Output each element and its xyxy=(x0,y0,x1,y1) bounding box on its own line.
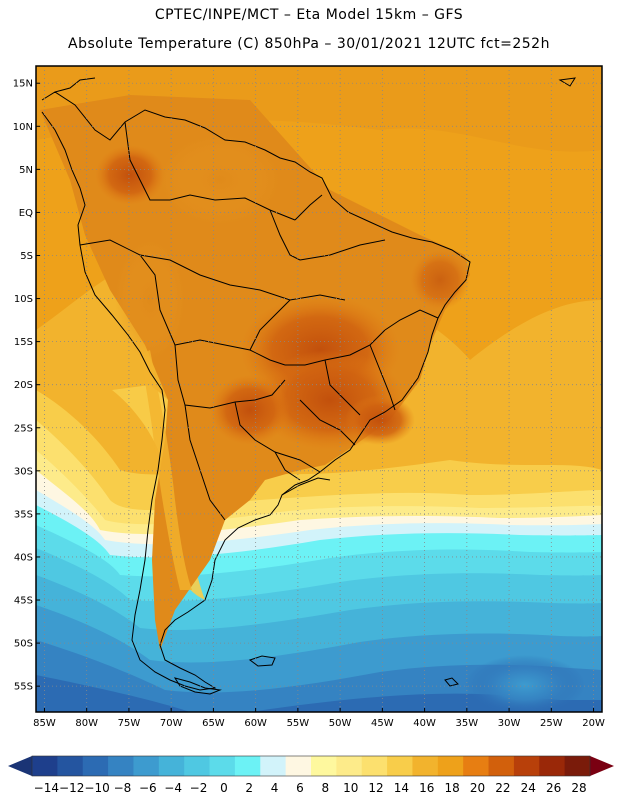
colorbar-swatch xyxy=(57,756,84,776)
colorbar-label: 24 xyxy=(521,781,536,795)
colorbar-swatch xyxy=(108,756,134,776)
longitude-axis: 85W 80W 75W 70W 65W 60W 55W 50W 45W 40W 35W 30W 25W 2… xyxy=(33,708,605,729)
lon-tick-label: 25W xyxy=(540,718,563,729)
lon-tick-label: 45W xyxy=(371,718,394,729)
colorbar-swatch xyxy=(437,756,464,776)
colorbar-label: 10 xyxy=(343,781,358,795)
lat-tick-label: 10S xyxy=(14,294,33,305)
colorbar-swatch xyxy=(412,756,439,776)
colorbar-label: −2 xyxy=(190,781,208,795)
map-frame xyxy=(35,65,603,713)
colorbar-label: −10 xyxy=(84,781,109,795)
colorbar-label: −6 xyxy=(139,781,157,795)
map-title-line-1: CPTEC/INPE/MCT – Eta Model 15km – GFS xyxy=(154,7,464,23)
colorbar-swatch xyxy=(82,756,109,776)
lat-tick-label: 10N xyxy=(13,122,33,133)
lat-tick-label: 5N xyxy=(19,165,33,176)
colorbar-label: 22 xyxy=(495,781,510,795)
map-title-line-2: Absolute Temperature (C) 850hPa – 30/01/… xyxy=(68,36,550,52)
lat-tick-label: 15N xyxy=(13,79,33,90)
lat-tick-label: 35S xyxy=(14,509,33,520)
temperature-colorbar: −14 −12 −10 −8 −6 −4 −2 0 2 4 6 8 10 12 14 16 18 20 22 24 26… xyxy=(8,755,614,795)
colorbar-swatch xyxy=(133,756,160,776)
colorbar-label: 8 xyxy=(322,781,330,795)
colorbar-swatch xyxy=(32,756,58,776)
lat-tick-label: 45S xyxy=(14,596,33,607)
continent-outline xyxy=(41,91,471,691)
colorbar-label: 26 xyxy=(546,781,561,795)
colorbar-label: 2 xyxy=(245,781,253,795)
lon-tick-label: 35W xyxy=(456,718,479,729)
colorbar-label: 20 xyxy=(470,781,485,795)
colorbar-swatch xyxy=(488,756,515,776)
colorbar-swatch xyxy=(184,756,210,776)
colorbar-label: 6 xyxy=(296,781,304,795)
colorbar-swatch xyxy=(513,756,540,776)
lon-tick-label: 70W xyxy=(160,718,183,729)
colorbar-over-arrow xyxy=(590,756,614,776)
lon-tick-label: 50W xyxy=(329,718,352,729)
colorbar-label: −4 xyxy=(164,781,182,795)
lon-tick-label: 40W xyxy=(413,718,436,729)
colorbar-label: 14 xyxy=(394,781,409,795)
colorbar-swatch xyxy=(564,756,591,776)
colorbar-swatch xyxy=(260,756,287,776)
lat-tick-label: 30S xyxy=(14,466,33,477)
colorbar-label: −8 xyxy=(114,781,132,795)
colorbar-swatch xyxy=(285,756,312,776)
colorbar-label: 28 xyxy=(571,781,586,795)
lon-tick-label: 20W xyxy=(582,718,605,729)
colorbar-border xyxy=(31,755,591,777)
lon-tick-label: 55W xyxy=(287,718,310,729)
lat-tick-label: 5S xyxy=(20,251,33,262)
temperature-field xyxy=(36,66,602,712)
lon-tick-label: 80W xyxy=(75,718,98,729)
colorbar-label: 18 xyxy=(445,781,460,795)
lat-tick-label: 25S xyxy=(14,423,33,434)
colorbar-label: −12 xyxy=(59,781,84,795)
lon-tick-label: 65W xyxy=(202,718,225,729)
colorbar-swatch xyxy=(387,756,413,776)
lat-tick-label: 40S xyxy=(14,552,33,563)
colorbar-swatch xyxy=(463,756,489,776)
colorbar-swatch xyxy=(336,756,363,776)
colorbar-swatch xyxy=(234,756,261,776)
lon-tick-label: 30W xyxy=(498,718,521,729)
latitude-axis: 15N 10N 5N EQ 5S 10S 15S 20S 25S 30S 35S 40S 45S 50S 5… xyxy=(13,79,40,693)
colorbar-swatch xyxy=(539,756,566,776)
lon-tick-label: 85W xyxy=(33,718,56,729)
colorbar-label: 4 xyxy=(271,781,279,795)
colorbar-label: −14 xyxy=(34,781,59,795)
colorbar-swatch xyxy=(361,756,388,776)
lat-tick-label: 50S xyxy=(14,639,33,650)
lat-tick-label: 55S xyxy=(14,682,33,693)
lon-tick-label: 60W xyxy=(244,718,267,729)
colorbar-swatch xyxy=(158,756,185,776)
colorbar-swatch xyxy=(209,756,236,776)
colorbar-label: 12 xyxy=(368,781,383,795)
colorbar-under-arrow xyxy=(8,756,32,776)
colorbar-swatch xyxy=(311,756,337,776)
colorbar-label: 0 xyxy=(220,781,228,795)
lat-tick-label: 15S xyxy=(14,337,33,348)
lat-tick-label: 20S xyxy=(14,380,33,391)
lat-tick-label: EQ xyxy=(19,208,33,219)
lon-tick-label: 75W xyxy=(118,718,141,729)
colorbar-label: 16 xyxy=(419,781,434,795)
